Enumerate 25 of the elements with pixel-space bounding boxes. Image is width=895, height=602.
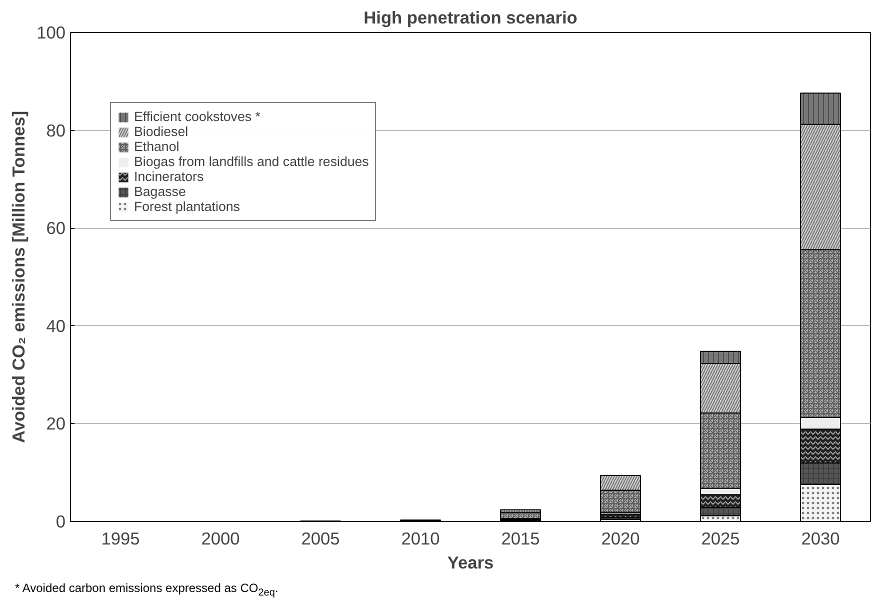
x-tick-label: 2000 bbox=[201, 528, 240, 548]
legend-label: Efficient cookstoves * bbox=[134, 109, 260, 124]
x-tick-label: 2020 bbox=[601, 528, 640, 548]
text: * Avoided carbon emissions expressed as CO$_{2eq}$. bbox=[15, 580, 278, 600]
chart-title: High penetration scenario bbox=[364, 8, 578, 28]
legend-label: Incinerators bbox=[134, 169, 204, 184]
y-tick-label: 0 bbox=[56, 512, 66, 532]
x-tick-label: 2015 bbox=[501, 528, 540, 548]
legend-label: Biogas from landfills and cattle residues bbox=[134, 154, 369, 169]
y-tick-label: 80 bbox=[46, 120, 66, 140]
x-tick-label: 2025 bbox=[701, 528, 740, 548]
x-tick-label: 2010 bbox=[401, 528, 440, 548]
x-tick-label: 2005 bbox=[301, 528, 340, 548]
x-axis-title: Years bbox=[447, 552, 494, 572]
y-tick-label: 100 bbox=[36, 22, 66, 42]
x-tick-label: 2030 bbox=[801, 528, 840, 548]
legend-label: Ethanol bbox=[134, 139, 180, 154]
y-tick-label: 60 bbox=[46, 218, 66, 238]
legend-label: Bagasse bbox=[134, 184, 186, 199]
y-tick-label: 40 bbox=[46, 316, 66, 336]
y-axis-title: Avoided CO₂ emissions [Million Tonnes] bbox=[8, 110, 29, 444]
legend-label: Biodiesel bbox=[134, 124, 188, 139]
x-tick-label: 1995 bbox=[101, 528, 140, 548]
y-tick-label: 20 bbox=[46, 414, 66, 434]
legend-label: Forest plantations bbox=[134, 199, 240, 214]
